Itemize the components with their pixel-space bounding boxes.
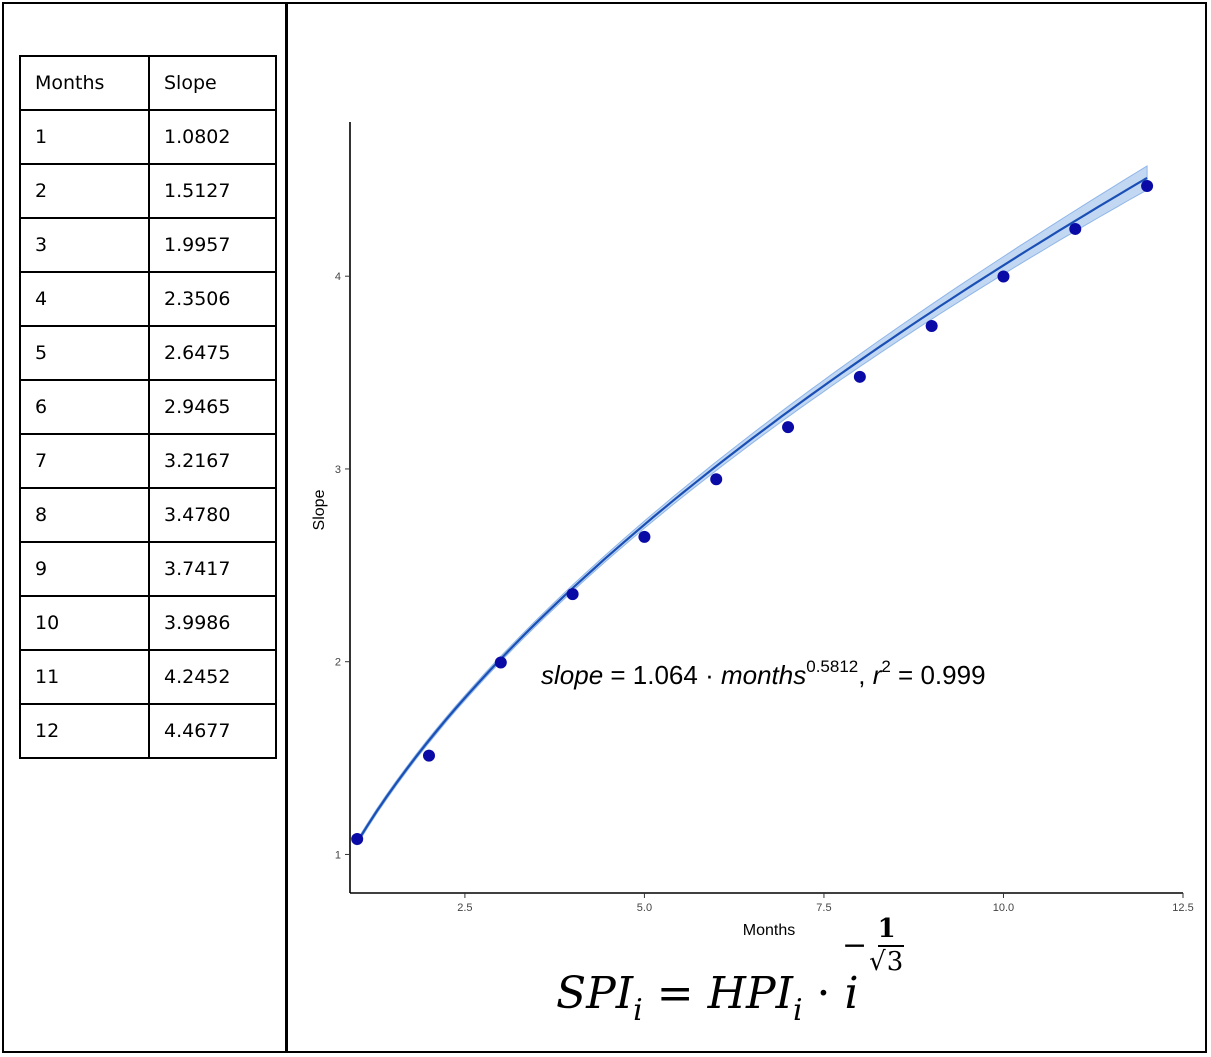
table-row: 4 2.3506	[19, 271, 277, 327]
cell-month: 5	[19, 325, 150, 381]
formula-rhs: HPI	[707, 968, 793, 1019]
table-row: 2 1.5127	[19, 163, 277, 219]
slope-chart: 2.5 5.0 7.5 10.0 12.5 1 2 3 4 Months Slope slop…	[311, 122, 1194, 939]
column-divider	[285, 2, 288, 1053]
formula-lhs-sub: i	[633, 993, 643, 1028]
eq-var: months	[721, 660, 806, 690]
table-row: 3 1.9957	[19, 217, 277, 273]
eq-comma: ,	[858, 660, 872, 690]
cell-month: 3	[19, 217, 150, 273]
data-point	[494, 656, 507, 669]
data-point	[782, 421, 795, 434]
cell-slope: 2.9465	[148, 379, 277, 435]
formula-neg: −	[842, 928, 868, 963]
data-points	[351, 180, 1154, 845]
y-tick-label: 3	[335, 464, 341, 476]
formula-exponent: − 1 √3	[842, 916, 905, 977]
cell-slope: 1.9957	[148, 217, 277, 273]
spi-formula: SPIi = HPIi · i − 1 √3	[556, 916, 905, 1028]
cell-month: 4	[19, 271, 150, 327]
formula-rhs-sub: i	[792, 993, 803, 1028]
eq-equals: = 1.064 ·	[603, 660, 721, 690]
table-row: 6 2.9465	[19, 379, 277, 435]
formula-fraction: 1 √3	[869, 916, 905, 977]
x-tick-label: 12.5	[1172, 902, 1193, 914]
fit-curve	[356, 176, 1148, 843]
cell-slope: 3.4780	[148, 487, 277, 543]
cell-month: 8	[19, 487, 150, 543]
sqrt-radicand: 3	[885, 945, 905, 977]
data-point	[566, 588, 579, 601]
header-months: Months	[19, 55, 150, 111]
data-point	[710, 473, 723, 486]
table-row: 1 1.0802	[19, 109, 277, 165]
data-point	[925, 319, 938, 332]
cell-slope: 3.7417	[148, 541, 277, 597]
formula-equals: =	[642, 968, 708, 1019]
slope-table: Months Slope 1 1.0802 2 1.5127 3 1.9957 4 2.3506 5…	[19, 55, 277, 759]
y-axis-title: Slope	[311, 489, 328, 530]
cell-month: 9	[19, 541, 150, 597]
data-point	[638, 530, 651, 543]
fit-band	[356, 165, 1148, 847]
cell-slope: 2.6475	[148, 325, 277, 381]
x-tick-label: 5.0	[637, 902, 652, 914]
data-point	[997, 270, 1010, 283]
eq-lhs: slope	[541, 660, 603, 690]
table-row: 10 3.9986	[19, 595, 277, 651]
y-tick-label: 2	[335, 657, 341, 669]
cell-month: 6	[19, 379, 150, 435]
cell-slope: 3.9986	[148, 595, 277, 651]
cell-slope: 4.2452	[148, 649, 277, 705]
data-point	[351, 832, 364, 845]
table-row: 12 4.4677	[19, 703, 277, 759]
cell-slope: 1.0802	[148, 109, 277, 165]
x-axis-title: Months	[743, 922, 795, 939]
cell-month: 7	[19, 433, 150, 489]
data-point	[1141, 180, 1154, 193]
y-tick-label: 1	[335, 849, 341, 861]
fit-line	[356, 176, 1148, 843]
table-row: 5 2.6475	[19, 325, 277, 381]
cell-slope: 2.3506	[148, 271, 277, 327]
x-axis-ticks: 2.5 5.0 7.5 10.0 12.5	[457, 893, 1194, 914]
cell-month: 1	[19, 109, 150, 165]
cell-month: 11	[19, 649, 150, 705]
cell-month: 10	[19, 595, 150, 651]
fit-confidence-band	[356, 165, 1148, 847]
eq-exponent: 0.5812	[806, 657, 858, 676]
header-slope: Slope	[148, 55, 277, 111]
table-row: 8 3.4780	[19, 487, 277, 543]
fit-equation: slope = 1.064 · months0.5812, r2 = 0.999	[541, 657, 986, 690]
formula-base: i	[844, 968, 859, 1019]
cell-month: 12	[19, 703, 150, 759]
data-point	[853, 370, 866, 383]
x-tick-label: 7.5	[816, 902, 831, 914]
formula-dot: ·	[802, 968, 845, 1019]
x-tick-label: 2.5	[457, 902, 472, 914]
formula-lhs: SPI	[556, 968, 634, 1019]
formula-numerator: 1	[877, 916, 896, 947]
x-tick-label: 10.0	[993, 902, 1014, 914]
data-point	[422, 749, 435, 762]
y-axis-ticks: 1 2 3 4	[335, 271, 350, 861]
sqrt-sign: √	[869, 947, 886, 977]
cell-slope: 1.5127	[148, 163, 277, 219]
cell-month: 2	[19, 163, 150, 219]
eq-r-exp: 2	[881, 657, 890, 676]
table-row: 7 3.2167	[19, 433, 277, 489]
cell-slope: 3.2167	[148, 433, 277, 489]
table-header-row: Months Slope	[19, 55, 277, 111]
y-tick-label: 4	[335, 271, 341, 283]
data-point	[1069, 222, 1082, 235]
formula-denominator: √3	[869, 945, 905, 977]
eq-r: r	[873, 660, 883, 690]
table-row: 9 3.7417	[19, 541, 277, 597]
table-row: 11 4.2452	[19, 649, 277, 705]
eq-r-value: = 0.999	[891, 660, 986, 690]
cell-slope: 4.4677	[148, 703, 277, 759]
